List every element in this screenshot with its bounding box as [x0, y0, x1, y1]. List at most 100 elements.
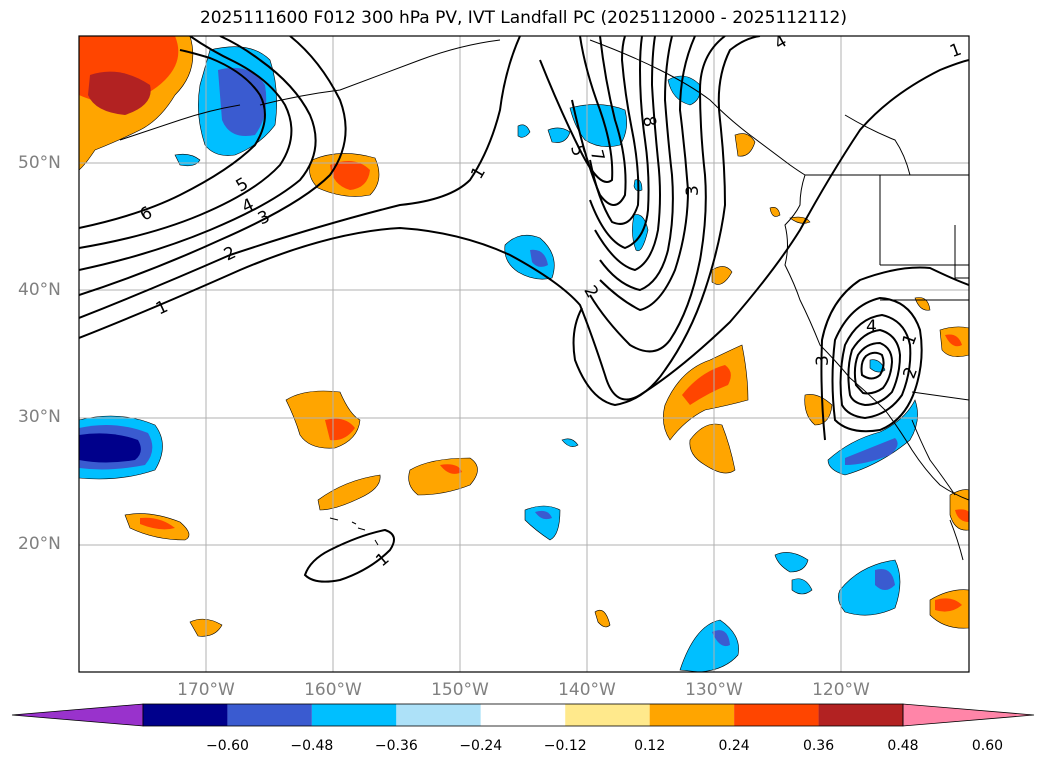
colorbar-tick-label: −0.60 [205, 738, 249, 754]
pv-blob-positive [689, 423, 736, 474]
pv-blob-negative [530, 249, 548, 267]
contour-line [539, 36, 614, 183]
pv-blob-negative [791, 578, 813, 595]
coastline-baja [911, 419, 956, 496]
colorbar [11, 703, 1035, 727]
coastline-mexico [949, 519, 964, 561]
contour-line [79, 36, 293, 249]
colorbar-segment [143, 704, 228, 726]
contour-line [589, 36, 726, 353]
contour-line [572, 36, 761, 407]
pv-blob-positive [945, 334, 962, 347]
lat-label: 50°N [18, 153, 61, 173]
pv-blob-positive [682, 365, 731, 405]
contour-line [599, 36, 674, 292]
contour-label: 3 [813, 355, 833, 366]
colorbar-extend-low [11, 703, 144, 727]
coastline-alaska [259, 39, 806, 176]
lon-label: 130°W [685, 680, 743, 700]
contour-line [589, 36, 640, 225]
lat-label: 20°N [18, 534, 61, 554]
lon-label: 160°W [304, 680, 362, 700]
ivt-contours [79, 36, 969, 583]
lon-label: 120°W [812, 680, 870, 700]
lat-label: 40°N [18, 280, 61, 300]
colorbar-tick-label: 0.12 [634, 738, 666, 754]
lat-label: 30°N [18, 407, 61, 427]
pv-blob-negative [547, 127, 571, 143]
graticule [79, 36, 969, 672]
colorbar-segment [565, 704, 650, 726]
contour-line [79, 59, 969, 401]
pv-blob-negative [517, 124, 531, 138]
colorbar-segment [227, 704, 312, 726]
pv-blob-positive [711, 266, 733, 285]
contour-line [79, 36, 347, 296]
pv-blob-negative [561, 438, 579, 447]
contour-label: 8 [638, 115, 660, 129]
contour-line [303, 528, 395, 583]
colorbar-segment [649, 704, 735, 726]
contour-line [79, 36, 317, 271]
contour-line [594, 36, 661, 272]
contour-line [820, 266, 969, 441]
contour-line [599, 36, 696, 312]
colorbar-extend-high [902, 703, 1035, 727]
colorbar-tick-label: 0.36 [802, 738, 835, 754]
contour-line [860, 351, 885, 380]
colorbar-segment [734, 704, 819, 726]
pv-blob-positive [914, 297, 931, 311]
contour-label: 4 [866, 317, 877, 337]
pv-blob-positive [769, 207, 781, 217]
contour-label: 7 [586, 148, 608, 164]
contour-label: 5 [566, 143, 588, 159]
border-us-mexico [911, 391, 969, 401]
colorbar-tick-label: 0.48 [887, 738, 919, 754]
pv-blob-negative [712, 630, 730, 647]
colorbar-tick-label: −0.12 [543, 738, 587, 754]
pv-blob-negative [869, 359, 886, 373]
lon-label: 140°W [558, 680, 616, 700]
contour-line [589, 36, 650, 250]
pv-blob-negative [535, 510, 552, 520]
pv-blob-negative [218, 67, 267, 136]
pv-blob-positive [594, 609, 611, 628]
pv-blob-positive [140, 517, 175, 530]
pv-blob-negative [667, 75, 701, 106]
contour-line [847, 328, 902, 407]
contour-line [831, 296, 923, 433]
pv-blob-negative [79, 433, 141, 463]
map-panel[interactable]: 6 5 4 3 2 1 1 2 5 7 8 3 4 1 3 2 1 4 1 [0, 0, 1047, 700]
colorbar-segment [396, 704, 481, 726]
contour-line [79, 49, 266, 229]
pv-blob-positive [955, 509, 969, 522]
colorbar-tick-label: 0.24 [718, 738, 750, 754]
lon-label: 170°W [177, 680, 235, 700]
contour-line [839, 313, 912, 420]
colorbar-tick-label: −0.48 [290, 738, 334, 754]
contour-line [853, 341, 894, 395]
coastline-bc [784, 174, 969, 501]
pv-blob-positive [330, 161, 370, 190]
colorbar-tick-label: 0.60 [971, 738, 1004, 754]
pv-blob-positive [935, 598, 962, 612]
colorbar-segment [480, 704, 566, 726]
border-canada [844, 114, 911, 176]
pv-blob-negative [774, 552, 809, 573]
pv-blob-negative [845, 438, 898, 465]
hawaii-islands [329, 517, 379, 546]
pv-blob-positive [804, 394, 833, 426]
contour-line [79, 36, 521, 319]
colorbar-tick-label: −0.24 [459, 738, 503, 754]
coastline-aleutians [119, 104, 241, 141]
pv-blob-negative [504, 234, 555, 280]
lon-label: 150°W [431, 680, 489, 700]
map-title: 2025111600 F012 300 hPa PV, IVT Landfall… [199, 8, 847, 28]
pv-blob-positive [440, 464, 462, 474]
pv-shading [79, 36, 969, 672]
contour-label: 3 [683, 185, 703, 196]
pv-blob-positive [317, 474, 381, 511]
colorbar-frame [142, 703, 904, 727]
border-states [879, 175, 969, 301]
pv-blob-positive [734, 133, 756, 157]
